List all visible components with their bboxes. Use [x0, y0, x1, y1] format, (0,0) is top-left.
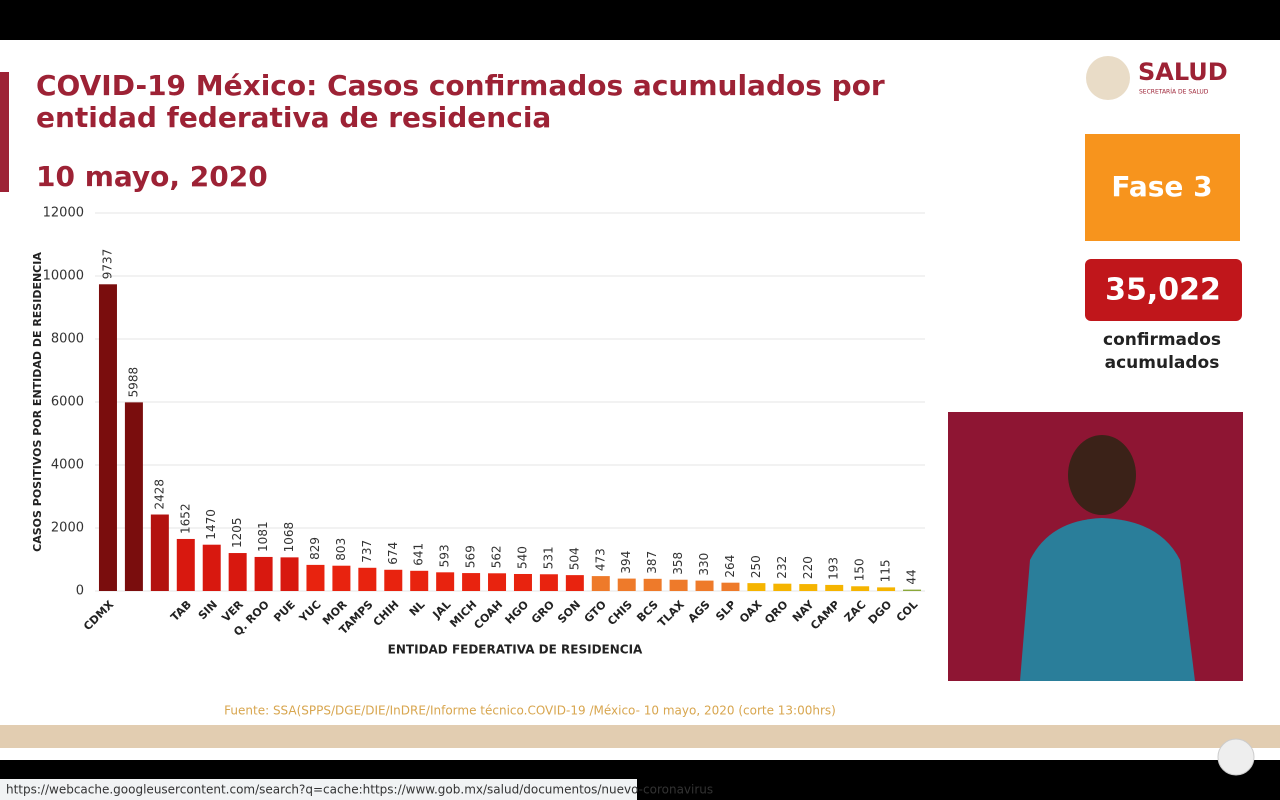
bar — [176, 538, 195, 591]
logo-subtitle: SECRETARÍA DE SALUD — [1139, 89, 1209, 96]
value-label: 641 — [412, 543, 426, 566]
bar — [773, 583, 792, 591]
y-tick-label: 8000 — [51, 332, 84, 347]
bar — [695, 580, 714, 591]
y-tick-label: 0 — [76, 584, 84, 599]
bar — [306, 564, 325, 591]
value-label: 504 — [567, 547, 581, 570]
title-line-2: entidad federativa de residencia — [36, 101, 551, 134]
title-line-1: COVID-19 México: Casos confirmados acumu… — [36, 69, 885, 102]
bar — [332, 565, 351, 591]
x-axis-label: ENTIDAD FEDERATIVA DE RESIDENCIA — [388, 643, 643, 657]
phase-box — [1085, 134, 1240, 241]
logo-emblem — [1086, 56, 1130, 100]
value-label: 44 — [905, 569, 919, 584]
y-axis-label: CASOS POSITIVOS POR ENTIDAD DE RESIDENCI… — [31, 252, 44, 552]
bar — [98, 284, 117, 591]
y-tick-label: 10000 — [43, 269, 84, 284]
bar — [747, 583, 766, 591]
value-label: 531 — [541, 546, 555, 569]
value-label: 562 — [490, 545, 504, 568]
bar — [643, 578, 662, 591]
y-tick-label: 2000 — [51, 521, 84, 536]
value-label: 193 — [827, 557, 841, 580]
value-label: 593 — [438, 544, 452, 567]
value-label: 250 — [749, 555, 763, 578]
bar — [617, 578, 636, 591]
status-url: https://webcache.googleusercontent.com/s… — [6, 783, 713, 797]
value-label: 150 — [853, 558, 867, 581]
value-label: 737 — [360, 540, 374, 563]
bar — [903, 589, 922, 591]
value-label: 1081 — [256, 521, 270, 552]
bar — [825, 584, 844, 591]
bar — [877, 587, 896, 591]
status-bar — [0, 779, 637, 800]
source: Fuente: SSA(SPPS/DGE/DIE/InDRE/Informe t… — [224, 704, 836, 718]
total-caption: acumulados — [1105, 353, 1220, 373]
value-label: 803 — [334, 538, 348, 561]
footer-band — [0, 725, 1280, 748]
bar — [539, 574, 558, 591]
logo-name: SALUD — [1138, 58, 1228, 86]
bar — [384, 569, 403, 591]
bar — [591, 576, 610, 591]
interpreter-body — [1020, 518, 1195, 681]
bar — [228, 553, 247, 591]
bar — [124, 402, 143, 591]
bar — [436, 572, 455, 591]
value-label: 1470 — [204, 509, 218, 540]
value-label: 674 — [386, 542, 400, 565]
value-label: 829 — [308, 537, 322, 560]
value-label: 358 — [671, 552, 685, 575]
value-label: 264 — [723, 555, 737, 578]
value-label: 394 — [619, 551, 633, 574]
total-value: 35,022 — [1105, 273, 1221, 308]
value-label: 1205 — [230, 517, 244, 548]
interpreter-head — [1068, 435, 1136, 515]
value-label: 220 — [801, 556, 815, 579]
bar — [565, 575, 584, 591]
y-tick-label: 12000 — [43, 206, 84, 221]
bar — [410, 570, 429, 591]
value-label: 1068 — [282, 522, 296, 553]
y-tick-label: 6000 — [51, 395, 84, 410]
bar — [280, 557, 299, 591]
value-label: 387 — [645, 551, 659, 574]
bar — [513, 573, 532, 591]
value-label: 540 — [515, 546, 529, 569]
bar — [721, 582, 740, 591]
bar — [488, 573, 507, 591]
bar — [254, 556, 273, 591]
total-box — [1085, 259, 1242, 321]
bar — [851, 586, 870, 591]
bar — [358, 567, 377, 591]
y-tick-label: 4000 — [51, 458, 84, 473]
footer-white — [0, 748, 1280, 760]
value-label: 569 — [464, 545, 478, 568]
accent-bar — [0, 72, 9, 192]
gob-badge[interactable] — [1217, 738, 1255, 776]
bar — [150, 514, 169, 591]
value-label: 330 — [697, 553, 711, 576]
bar — [202, 544, 221, 591]
bar — [799, 584, 818, 591]
phase: Fase 3 — [1111, 170, 1212, 203]
value-label: 9737 — [100, 249, 114, 280]
value-label: 115 — [879, 559, 893, 582]
value-label: 232 — [775, 556, 789, 579]
total-caption: confirmados — [1103, 330, 1221, 350]
value-label: 473 — [593, 548, 607, 571]
bar — [669, 579, 688, 591]
bar — [462, 573, 481, 591]
subtitle: 10 mayo, 2020 — [36, 160, 268, 193]
value-label: 2428 — [152, 479, 166, 510]
value-label: 1652 — [178, 503, 192, 534]
value-label: 5988 — [126, 367, 140, 398]
